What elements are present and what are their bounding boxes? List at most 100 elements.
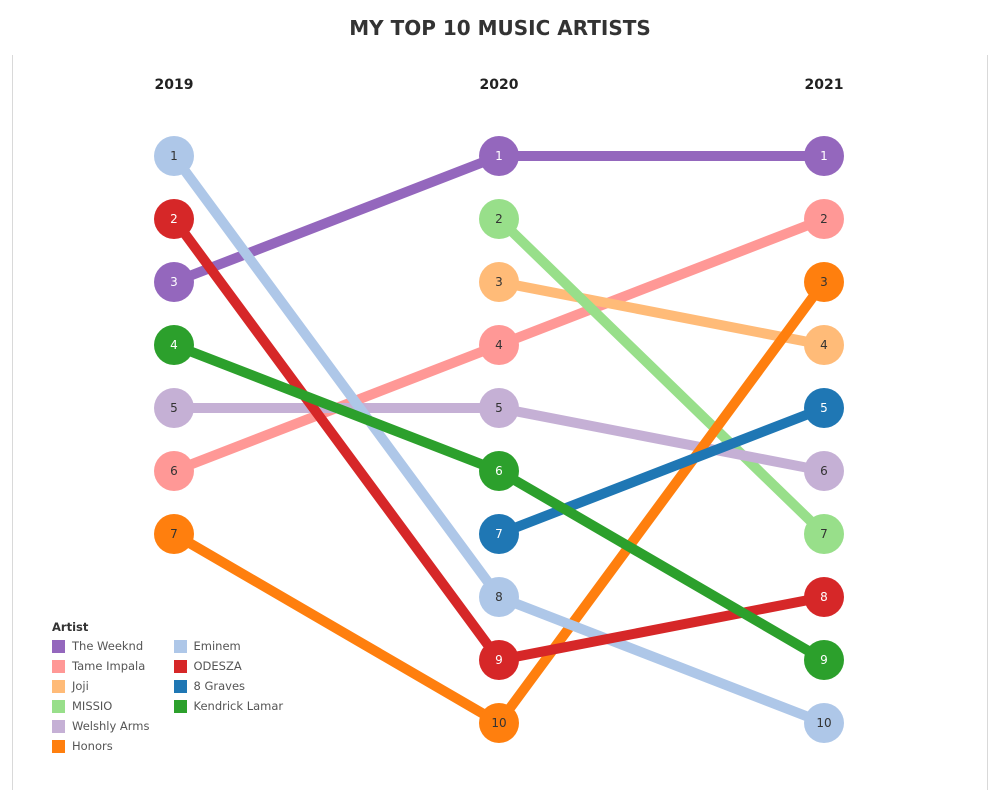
marker-missio-2020 (479, 199, 519, 239)
legend-item-the-weeknd[interactable]: The Weeknd (52, 636, 150, 656)
marker-eminem-2020 (479, 577, 519, 617)
marker-joji-2020 (479, 262, 519, 302)
legend-label: Honors (72, 739, 113, 753)
right-frame-line (987, 55, 988, 790)
legend-label: 8 Graves (193, 679, 246, 693)
legend-swatch (173, 639, 187, 653)
legend-item-welshly-arms[interactable]: Welshly Arms (52, 716, 150, 736)
marker-joji-2021 (804, 325, 844, 365)
legend-swatch (52, 699, 65, 713)
marker-welshly-arms-2020 (479, 388, 519, 428)
legend-swatch (52, 739, 65, 753)
rank-label-eminem-2020: 8 (495, 590, 503, 604)
rank-label-joji-2020: 3 (495, 275, 503, 289)
year-label-2019: 2019 (155, 77, 194, 93)
line-odesza-2020-2021 (494, 592, 829, 665)
line-tame-impala-2020-2021 (494, 214, 829, 350)
line-eminem-2019-2020 (169, 151, 504, 602)
series-lines (169, 151, 829, 728)
rank-label-tame-impala-2021: 2 (820, 212, 828, 226)
rank-label-odesza-2021: 8 (820, 590, 828, 604)
legend-label: Welshly Arms (72, 719, 150, 733)
line-kendrick-lamar-2020-2021 (494, 466, 829, 665)
legend-swatch (173, 659, 187, 673)
rank-label-the-weeknd-2019: 3 (170, 275, 178, 289)
legend-swatch (52, 639, 65, 653)
year-label-2021: 2021 (805, 77, 844, 93)
legend-column-2: Eminem ODESZA 8 Graves Kendrick Lamar (173, 636, 284, 756)
marker-odesza-2020 (479, 640, 519, 680)
rank-label-8-graves-2021: 5 (820, 401, 828, 415)
legend-label: ODESZA (193, 659, 242, 673)
marker-the-weeknd-2020 (479, 136, 519, 176)
legend-item-missio[interactable]: MISSIO (52, 696, 150, 716)
line-8-graves-2020-2021 (494, 403, 829, 539)
marker-kendrick-lamar-2019 (154, 325, 194, 365)
legend-label: Eminem (193, 639, 241, 653)
rank-label-kendrick-lamar-2021: 9 (820, 653, 828, 667)
legend-item-joji[interactable]: Joji (52, 676, 150, 696)
rank-label-welshly-arms-2019: 5 (170, 401, 178, 415)
marker-honors-2020 (479, 703, 519, 743)
marker-odesza-2019 (154, 199, 194, 239)
legend-label: Kendrick Lamar (193, 699, 284, 713)
legend-item-tame-impala[interactable]: Tame Impala (52, 656, 150, 676)
line-joji-2020-2021 (494, 277, 829, 350)
line-kendrick-lamar-2019-2020 (169, 340, 504, 476)
legend-column-1: The Weeknd Tame Impala Joji MISSIO Welshly A… (52, 636, 150, 756)
marker-tame-impala-2021 (804, 199, 844, 239)
marker-the-weeknd-2021 (804, 136, 844, 176)
legend: Artist The Weeknd Tame Impala Joji MISSIO We… (52, 620, 307, 756)
legend-label: The Weeknd (72, 639, 144, 653)
marker-kendrick-lamar-2021 (804, 640, 844, 680)
rank-label-honors-2019: 7 (170, 527, 178, 541)
legend-swatch (52, 719, 65, 733)
marker-eminem-2021 (804, 703, 844, 743)
rank-label-odesza-2020: 9 (495, 653, 503, 667)
rank-label-tame-impala-2019: 6 (170, 464, 178, 478)
legend-item-honors[interactable]: Honors (52, 736, 150, 756)
line-eminem-2020-2021 (494, 592, 829, 728)
rank-label-the-weeknd-2020: 1 (495, 149, 503, 163)
legend-swatch (52, 659, 65, 673)
rank-label-honors-2020: 10 (491, 716, 506, 730)
legend-swatch (52, 679, 65, 693)
marker-honors-2019 (154, 514, 194, 554)
legend-item-8-graves[interactable]: 8 Graves (173, 676, 284, 696)
rank-label-missio-2021: 7 (820, 527, 828, 541)
rank-label-the-weeknd-2021: 1 (820, 149, 828, 163)
line-odesza-2019-2020 (169, 214, 504, 665)
marker-tame-impala-2019 (154, 451, 194, 491)
rank-label-kendrick-lamar-2020: 6 (495, 464, 503, 478)
marker-8-graves-2021 (804, 388, 844, 428)
marker-honors-2021 (804, 262, 844, 302)
marker-tame-impala-2020 (479, 325, 519, 365)
rank-label-eminem-2021: 10 (816, 716, 831, 730)
legend-item-odesza[interactable]: ODESZA (173, 656, 284, 676)
marker-welshly-arms-2021 (804, 451, 844, 491)
marker-welshly-arms-2019 (154, 388, 194, 428)
marker-eminem-2019 (154, 136, 194, 176)
line-the-weeknd-2019-2020 (169, 151, 504, 287)
marker-missio-2021 (804, 514, 844, 554)
left-frame-line (12, 55, 13, 790)
marker-kendrick-lamar-2020 (479, 451, 519, 491)
marker-odesza-2021 (804, 577, 844, 617)
rank-label-joji-2021: 4 (820, 338, 828, 352)
line-welshly-arms-2020-2021 (494, 403, 829, 476)
marker-the-weeknd-2019 (154, 262, 194, 302)
legend-item-eminem[interactable]: Eminem (173, 636, 284, 656)
legend-label: Joji (72, 679, 89, 693)
line-missio-2020-2021 (494, 214, 829, 539)
chart-title: MY TOP 10 MUSIC ARTISTS (349, 16, 651, 40)
legend-columns: The Weeknd Tame Impala Joji MISSIO Welshly A… (52, 636, 307, 756)
rank-label-welshly-arms-2020: 5 (495, 401, 503, 415)
rank-label-eminem-2019: 1 (170, 149, 178, 163)
legend-swatch (173, 699, 187, 713)
rank-label-8-graves-2020: 7 (495, 527, 503, 541)
line-honors-2019-2020 (169, 529, 504, 728)
legend-swatch (173, 679, 187, 693)
legend-item-kendrick-lamar[interactable]: Kendrick Lamar (173, 696, 284, 716)
